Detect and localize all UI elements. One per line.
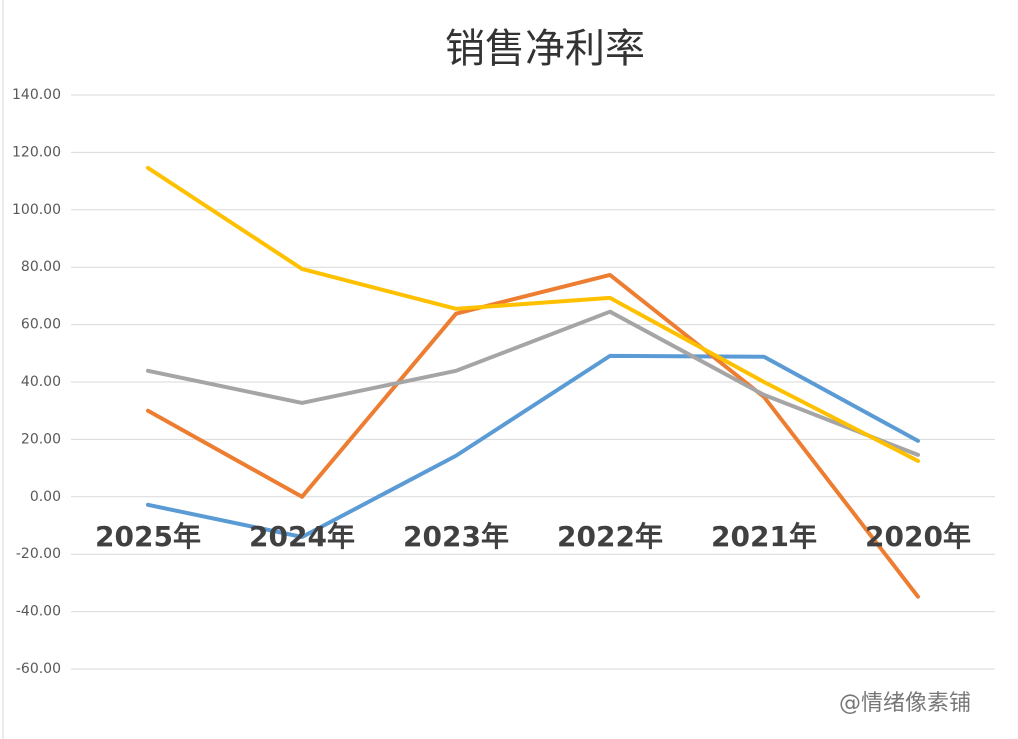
chart-title: 销售净利率 [445,26,645,72]
y-tick-label: 120.00 [12,144,61,160]
series-line [146,165,920,463]
x-tick-label: 2025年 [95,520,201,553]
y-tick-label: 0.00 [30,489,61,505]
x-tick-label: 2024年 [249,520,355,553]
x-tick-label: 2023年 [403,520,509,553]
y-tick-label: -40.00 [16,604,61,620]
x-tick-label: 2020年 [865,520,971,553]
y-tick-label: -20.00 [16,546,61,562]
y-tick-label: 140.00 [12,87,61,103]
y-tick-label: 40.00 [21,374,61,390]
x-tick-label: 2022年 [557,520,663,553]
y-tick-label: 80.00 [21,259,61,275]
watermark: @情绪像素铺 [839,691,971,716]
series-line [146,272,920,599]
y-tick-label: 20.00 [21,431,61,447]
x-tick-label: 2021年 [711,520,817,553]
y-tick-label: -60.00 [16,661,61,677]
y-tick-label: 60.00 [21,317,61,333]
y-tick-label: 100.00 [12,202,61,218]
series-line [146,309,920,457]
series-line [146,353,920,539]
